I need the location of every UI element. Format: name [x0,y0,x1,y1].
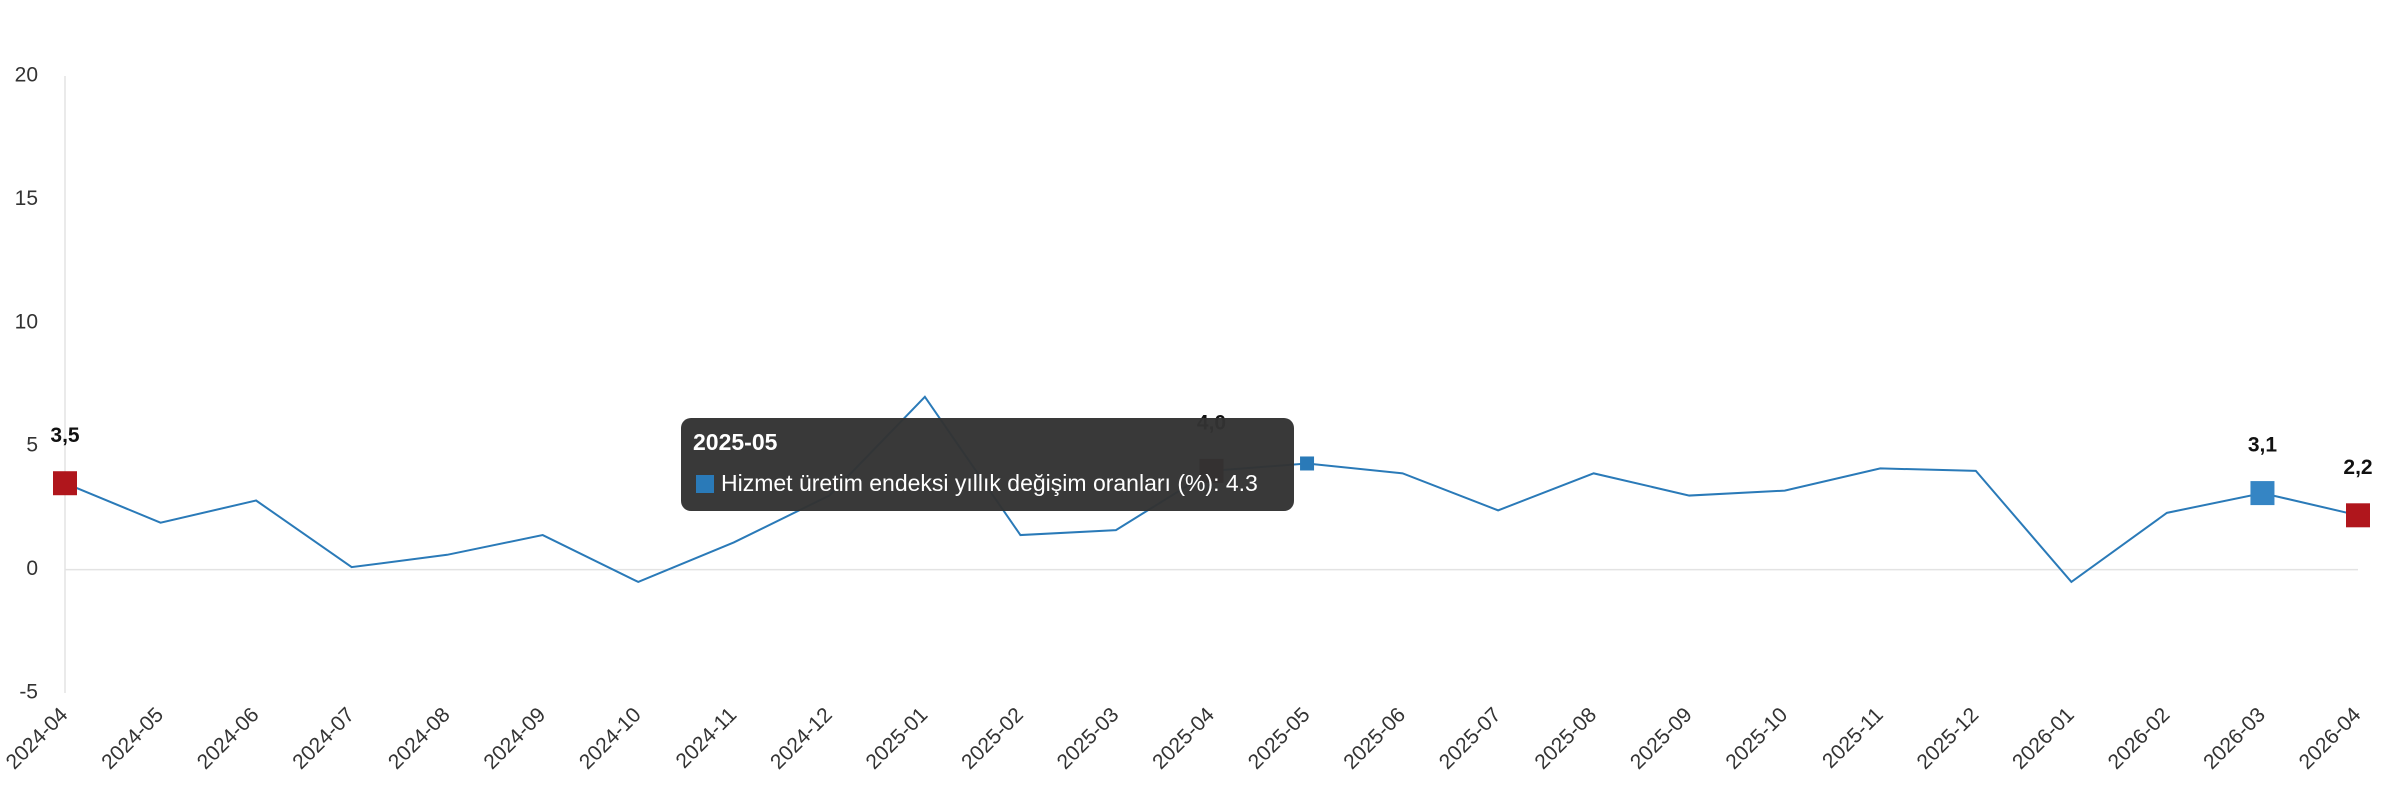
point-marker [53,471,77,496]
x-tick-label: 2024-09 [479,703,550,774]
point-marker [2250,481,2275,506]
x-tick-label: 2026-01 [2008,703,2079,774]
data-label: 3,5 [50,424,80,447]
x-tick-label: 2024-04 [2,703,73,774]
tooltip-text: Hizmet üretim endeksi yıllık değişim ora… [721,470,1258,496]
y-tick-label: -5 [19,681,38,704]
x-tick-label: 2026-02 [2104,703,2175,774]
x-tick-label: 2025-06 [1339,703,1410,774]
tooltip-title: 2025-05 [693,429,778,455]
x-tick-label: 2025-01 [862,703,933,774]
x-tick-label: 2024-10 [575,703,646,774]
point-marker [1300,456,1315,471]
x-tick-label: 2025-12 [1913,703,1984,774]
x-tick-label: 2025-05 [1244,703,1315,774]
tooltip-swatch [696,475,714,493]
y-tick-label: 5 [26,434,38,457]
x-tick-label: 2025-07 [1435,703,1506,774]
point-marker [2346,503,2370,528]
x-tick-label: 2025-02 [957,703,1028,774]
y-tick-label: 0 [26,557,38,580]
x-tick-label: 2025-08 [1530,703,1601,774]
x-tick-label: 2025-09 [1626,703,1697,774]
x-tick-label: 2025-10 [1721,703,1792,774]
data-label: 2,2 [2343,456,2372,479]
x-tick-label: 2024-06 [193,703,264,774]
x-tick-label: 2025-11 [1818,703,1888,773]
tooltip-box [681,418,1294,511]
x-tick-label: 2026-04 [2295,703,2366,774]
x-tick-label: 2024-08 [384,703,455,774]
x-tick-label: 2024-12 [766,703,837,774]
x-tick-label: 2024-07 [288,703,359,774]
tooltip: 2025-05 Hizmet üretim endeksi yıllık deği… [681,418,1294,511]
y-tick-label: 15 [15,187,38,210]
x-tick-label: 2025-03 [1053,703,1124,774]
x-tick-label: 2026-03 [2199,703,2270,774]
y-tick-label: 10 [15,310,38,333]
x-tick-label: 2024-05 [97,703,168,774]
y-tick-label: 20 [15,64,38,87]
data-label: 3,1 [2248,434,2278,457]
x-tick-label: 2025-04 [1148,703,1219,774]
x-tick-label: 2024-11 [672,703,742,773]
